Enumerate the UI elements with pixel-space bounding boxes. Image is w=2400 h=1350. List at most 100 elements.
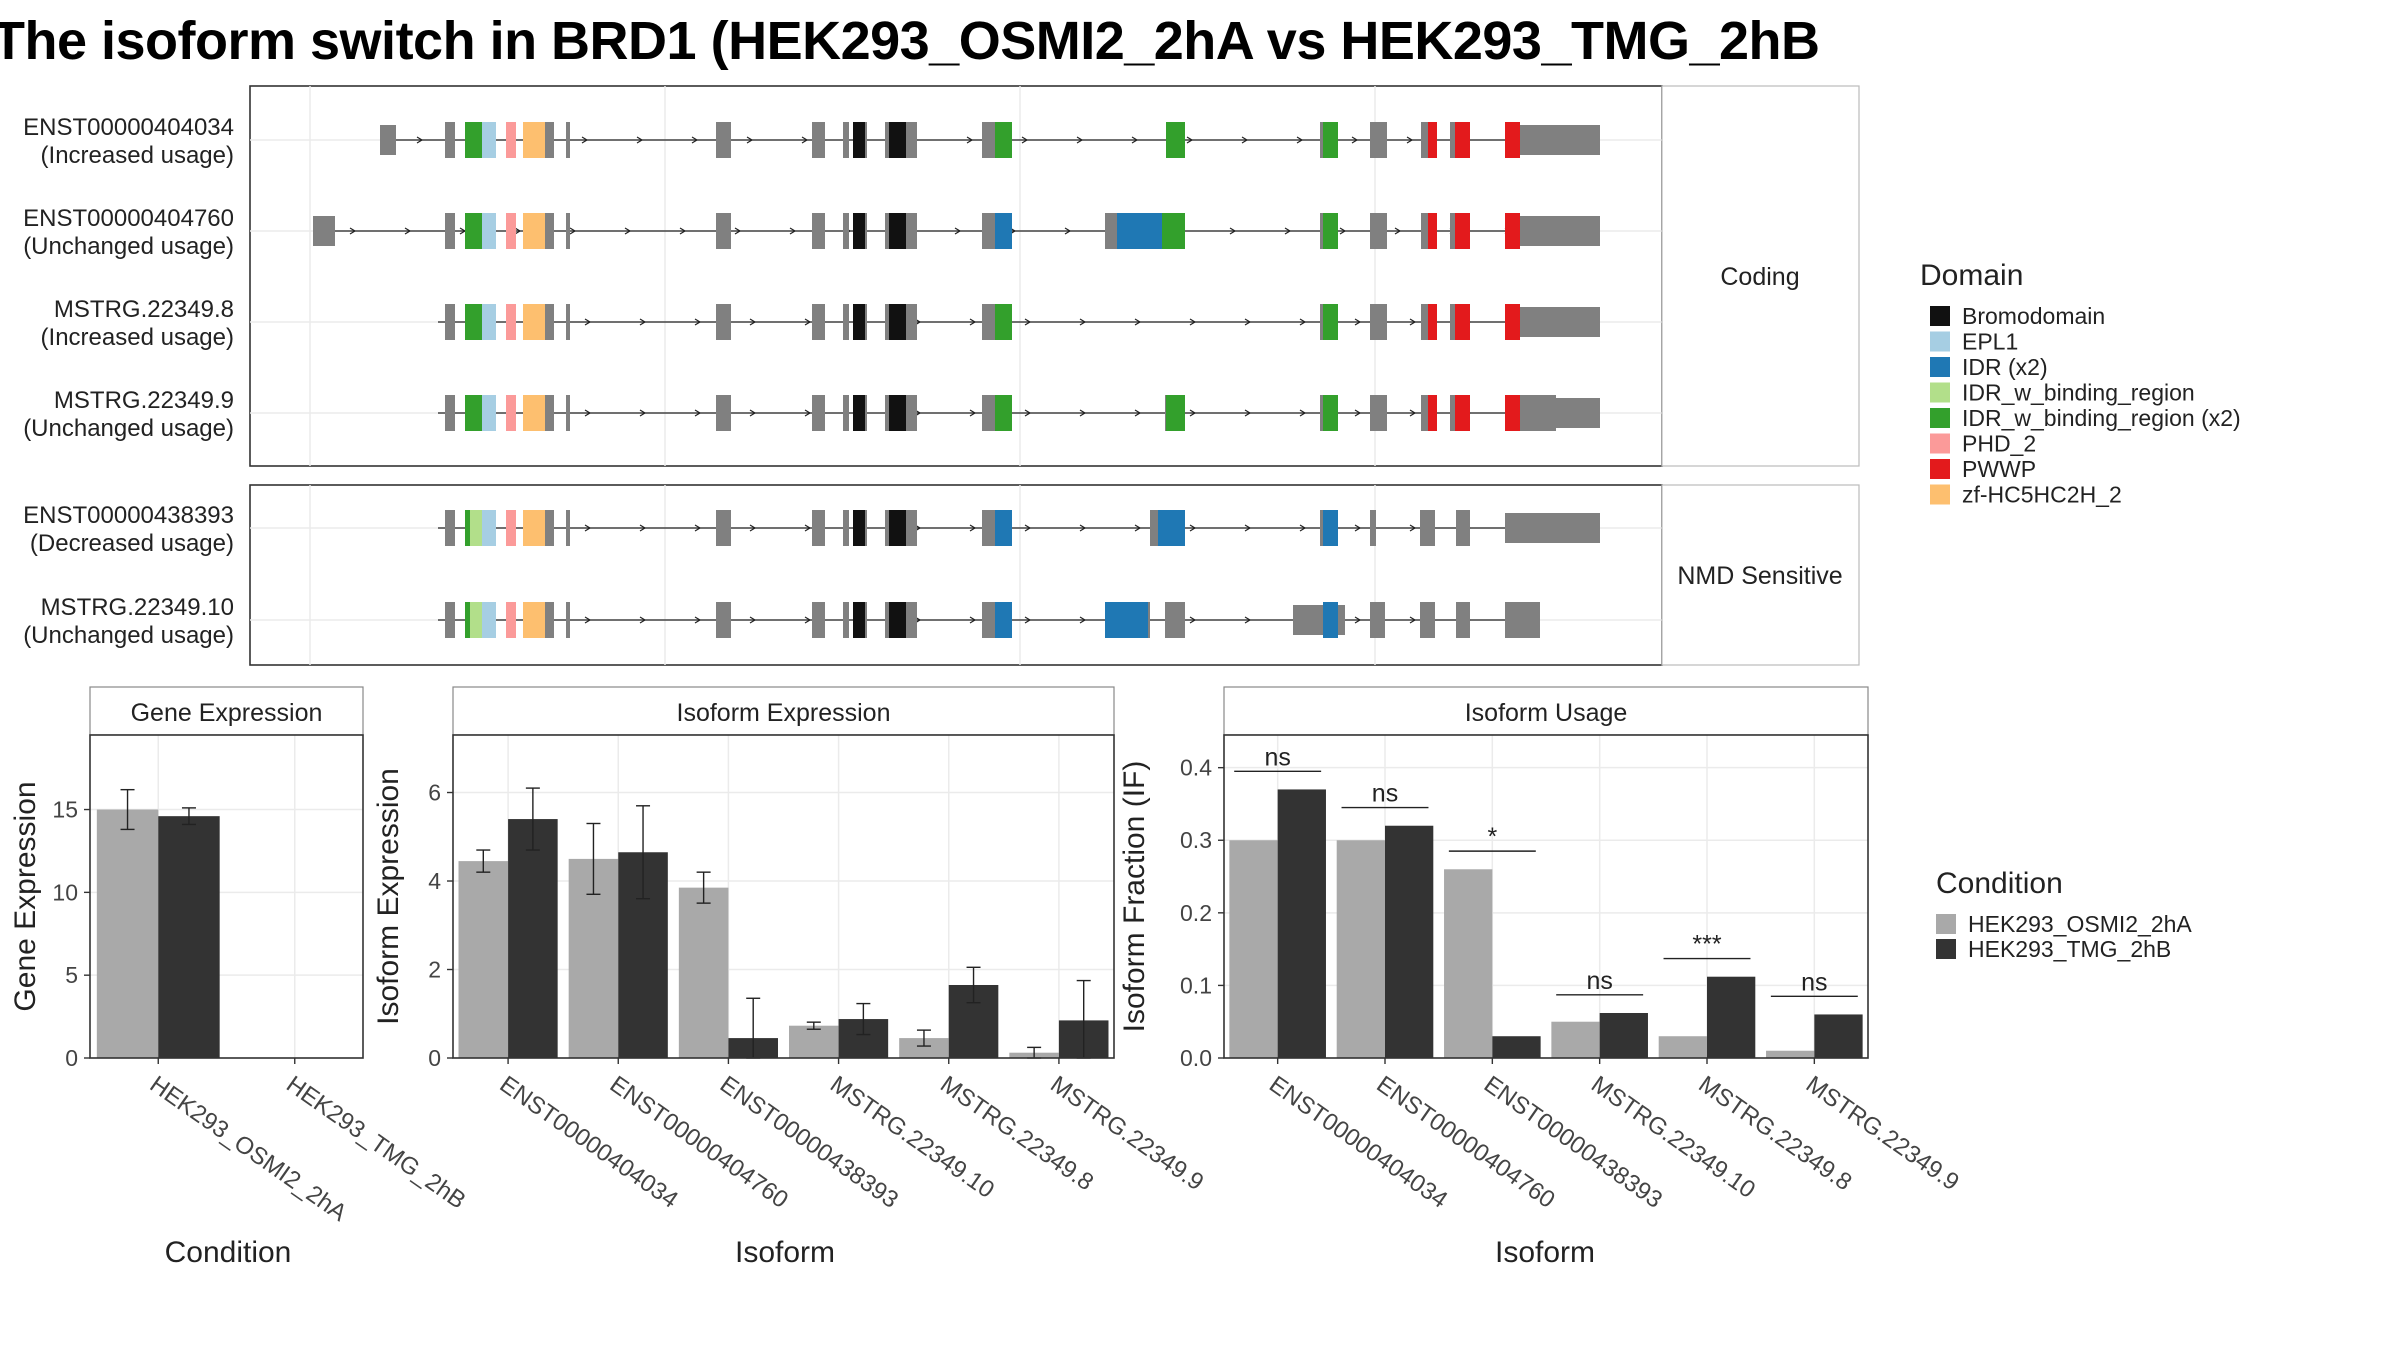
significance-label: ns [1372, 780, 1398, 808]
intron-arrow [639, 524, 647, 532]
domain-segment [1158, 510, 1185, 546]
bar [1599, 1012, 1648, 1058]
intron-arrow [1024, 409, 1032, 417]
domain-segment [470, 602, 482, 638]
domain-legend-label: zf-HC5HC2H_2 [1962, 482, 2122, 508]
intron-arrow [1409, 524, 1417, 532]
facet-strip [452, 686, 1115, 736]
intron-arrow [584, 318, 592, 326]
intron-arrow [734, 227, 742, 235]
domain-segment [1455, 395, 1470, 431]
exon-block [716, 510, 731, 546]
x-axis-label: Isoform [1495, 1236, 1595, 1269]
exon-block [566, 213, 570, 249]
exon-block [1505, 602, 1540, 638]
facet-strip [1661, 85, 1860, 467]
bar [458, 861, 509, 1058]
domain-segment [1323, 510, 1338, 546]
isoform-usage-label: (Unchanged usage) [23, 415, 234, 442]
domain-segment [506, 304, 516, 340]
exon-block [445, 510, 455, 546]
domain-segment [1105, 602, 1148, 638]
domain-segment [1323, 395, 1338, 431]
domain-segment [482, 602, 496, 638]
exon-block [1456, 510, 1470, 546]
bar [508, 819, 558, 1058]
intron-arrow [694, 616, 702, 624]
exon-block [716, 122, 731, 158]
intron-arrow [1131, 136, 1139, 144]
y-tick-label: 0.2 [1180, 900, 1212, 926]
panel-border [89, 734, 364, 1059]
exon-block [566, 510, 570, 546]
exon-block [445, 602, 455, 638]
isoform-id-label: ENST00000438393 [23, 502, 234, 529]
intron-arrow [749, 524, 757, 532]
intron-arrow [1394, 227, 1402, 235]
intron-arrow [1354, 409, 1362, 417]
exon-block [445, 304, 455, 340]
significance-label: ns [1264, 743, 1290, 771]
intron-arrow [1189, 409, 1197, 417]
domain-segment [506, 213, 516, 249]
gene-panel-background [249, 484, 1663, 666]
domain-segment [889, 395, 906, 431]
domain-legend-swatch [1930, 433, 1950, 454]
intron-arrow [804, 524, 812, 532]
x-axis-label: Isoform [735, 1236, 835, 1269]
condition-legend-swatch [1936, 914, 1956, 934]
intron-arrow [404, 227, 412, 235]
intron-arrow [639, 318, 647, 326]
isoform-usage-label: (Unchanged usage) [23, 622, 234, 649]
domain-segment [1455, 122, 1470, 158]
domain-legend-label: IDR_w_binding_region (x2) [1962, 405, 2241, 431]
intron-arrow [569, 227, 577, 235]
y-tick-label: 4 [428, 868, 441, 894]
intron-arrow [1299, 318, 1307, 326]
isoform-usage-label: (Increased usage) [41, 142, 234, 169]
exon-block [1370, 602, 1385, 638]
domain-segment [482, 510, 496, 546]
bar [96, 809, 159, 1058]
domain-legend-swatch [1930, 331, 1950, 352]
intron-arrow [1079, 409, 1087, 417]
exon-block [1520, 395, 1556, 431]
intron-arrow [969, 409, 977, 417]
domain-segment [1505, 395, 1520, 431]
intron-arrow [584, 409, 592, 417]
exon-block [843, 395, 849, 431]
domain-legend-label: PWWP [1962, 456, 2036, 482]
domain-segment [853, 510, 865, 546]
intron-arrow [639, 616, 647, 624]
intron-arrow [749, 616, 757, 624]
facet-strip-label: Gene Expression [131, 699, 323, 727]
intron-arrow [1244, 616, 1252, 624]
x-tick-label: ENST00000404034 [495, 1071, 683, 1214]
y-axis-label: Isoform Fraction (IF) [1118, 761, 1151, 1033]
panel-border [1223, 734, 1869, 1059]
intron-arrow [789, 227, 797, 235]
intron-arrow [1021, 136, 1029, 144]
domain-segment [470, 510, 482, 546]
x-tick-label: ENST00000404034 [1264, 1071, 1452, 1214]
domain-segment [889, 510, 906, 546]
domain-legend-title: Domain [1920, 259, 2023, 292]
intron-arrow [1024, 318, 1032, 326]
intron-arrow [749, 409, 757, 417]
y-tick-label: 6 [428, 780, 441, 806]
x-tick-label: ENST00000404760 [1372, 1071, 1560, 1214]
domain-segment [523, 213, 545, 249]
domain-segment [1323, 602, 1338, 638]
intron-arrow [1134, 409, 1142, 417]
intron-arrow [581, 136, 589, 144]
domain-segment [482, 304, 496, 340]
domain-legend-swatch [1930, 484, 1950, 505]
exon-block [1520, 125, 1600, 155]
intron-arrow [746, 136, 754, 144]
intron-arrow [416, 136, 424, 144]
intron-arrow [1354, 318, 1362, 326]
exon-block [843, 213, 849, 249]
exon-block [445, 213, 455, 249]
y-tick-label: 5 [65, 962, 78, 988]
exon-block [1421, 122, 1428, 158]
